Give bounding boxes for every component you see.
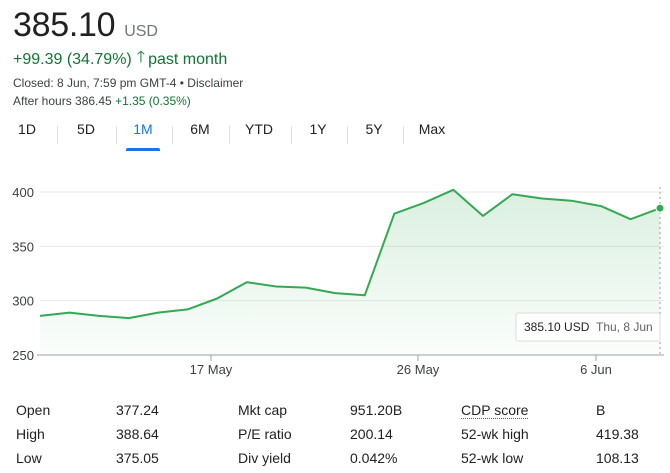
y-tick-label: 250 (12, 348, 34, 363)
x-tick-label: 26 May (397, 362, 440, 377)
current-price: 385.10 (13, 6, 116, 44)
tab-divider (116, 126, 117, 144)
change-value: +99.39 (34.79%) (13, 50, 132, 68)
stat-value-pe-ratio: 200.14 (350, 426, 393, 442)
change-period: past month (148, 50, 228, 68)
stat-label-low: Low (16, 450, 42, 466)
y-tick-label: 300 (12, 294, 34, 309)
stat-label-mkt-cap: Mkt cap (238, 402, 288, 418)
stat-label-cdp-score[interactable]: CDP score (461, 402, 529, 419)
currency-label: USD (124, 23, 158, 40)
x-tick-label: 17 May (190, 362, 233, 377)
tooltip-box (515, 312, 661, 342)
tab-divider (347, 126, 348, 144)
tooltip-value: 385.10 USD (524, 320, 590, 334)
x-tick-label: 6 Jun (580, 362, 612, 377)
tab-1y[interactable]: 1Y (309, 121, 327, 137)
tab-6m[interactable]: 6M (190, 121, 210, 137)
price-chart[interactable]: 250 300 350 400 17 May 26 May 6 Jun 385.10 USD T… (0, 165, 670, 385)
stat-label-div-yield: Div yield (238, 450, 291, 466)
tab-ytd[interactable]: YTD (245, 121, 273, 137)
last-point-marker (655, 203, 665, 213)
after-hours-change: +1.35 (0.35%) (115, 94, 191, 108)
stat-value-open: 377.24 (116, 402, 159, 418)
range-tabs: 1D 5D 1M 6M YTD 1Y 5Y Max (0, 121, 670, 151)
closed-info: Closed: 8 Jun, 7:59 pm GMT-4 • Disclaime… (13, 76, 244, 90)
stat-value-cdp-score: B (596, 402, 606, 418)
tab-divider (291, 126, 292, 144)
price-header: 385.10 USD (13, 6, 158, 45)
stat-label-pe-ratio: P/E ratio (238, 426, 292, 442)
tab-5d[interactable]: 5D (77, 121, 95, 137)
tab-max[interactable]: Max (418, 121, 446, 137)
tab-divider (403, 126, 404, 144)
stat-value-52wk-high: 419.38 (596, 426, 639, 442)
tab-1m[interactable]: 1M (126, 121, 160, 151)
y-tick-label: 400 (12, 185, 34, 200)
tab-5y[interactable]: 5Y (365, 121, 383, 137)
stat-label-52wk-low: 52-wk low (461, 450, 524, 466)
tooltip-date: Thu, 8 Jun (596, 320, 653, 334)
stat-label-open: Open (16, 402, 51, 418)
y-tick-label: 350 (12, 239, 34, 254)
stat-value-high: 388.64 (116, 426, 159, 442)
stat-label-52wk-high: 52-wk high (461, 426, 529, 442)
after-hours-label: After hours 386.45 (13, 94, 112, 108)
stat-label-high: High (16, 426, 45, 442)
after-hours-info: After hours 386.45 +1.35 (0.35%) (13, 94, 191, 108)
tab-1d[interactable]: 1D (18, 121, 36, 137)
tab-divider (57, 126, 58, 144)
stat-value-52wk-low: 108.13 (596, 450, 639, 466)
tab-divider (172, 126, 173, 144)
series-line (39, 188, 661, 320)
series-area (40, 189, 660, 355)
price-change: +99.39 (34.79%) 🡑 past month (13, 46, 227, 73)
stat-value-low: 375.05 (116, 450, 159, 466)
stat-value-mkt-cap: 951.20B (350, 402, 403, 418)
arrow-up-icon: 🡑 (136, 49, 146, 66)
stat-value-div-yield: 0.042% (350, 450, 398, 466)
tab-divider (229, 126, 230, 144)
